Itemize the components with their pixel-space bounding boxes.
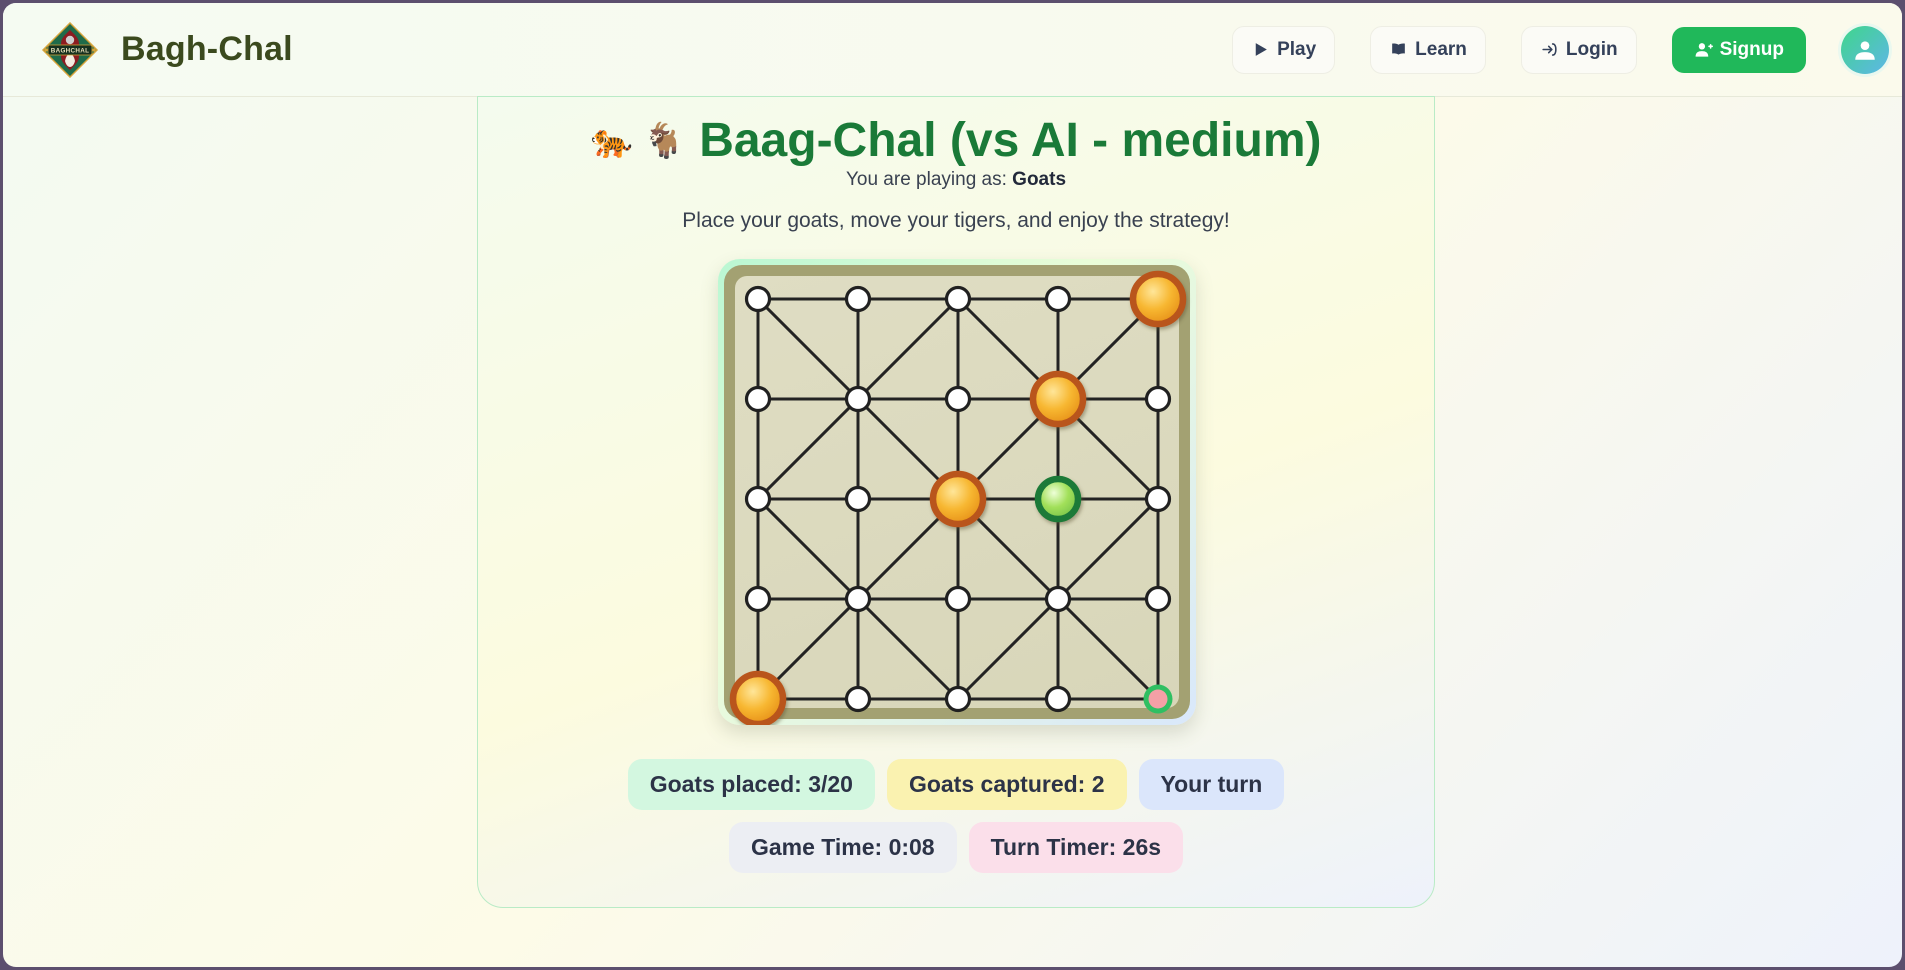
svg-text:BAGHCHAL: BAGHCHAL <box>51 47 89 54</box>
